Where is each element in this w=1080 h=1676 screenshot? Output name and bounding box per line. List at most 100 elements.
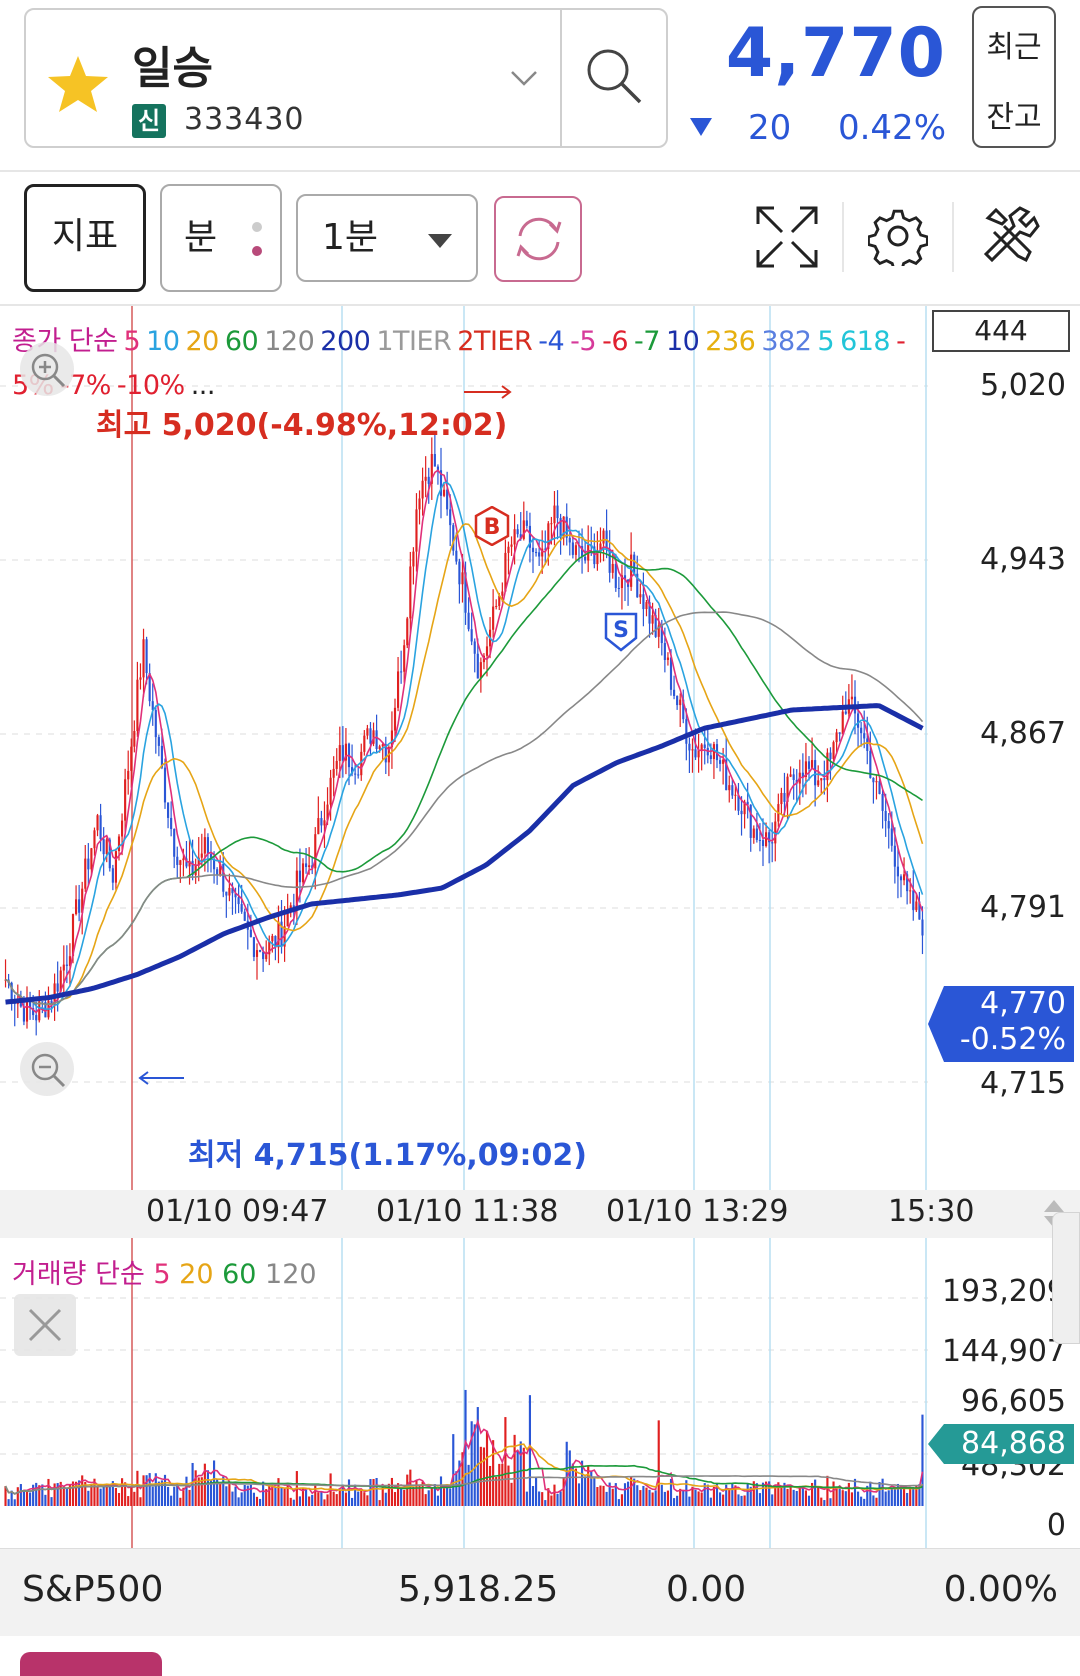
- gear-icon[interactable]: [868, 206, 928, 266]
- volume-bar: [498, 1463, 501, 1506]
- zoom-out-button[interactable]: [20, 1042, 74, 1096]
- candle-body: [826, 752, 829, 781]
- volume-bar: [262, 1481, 265, 1506]
- legend-item: ...: [190, 370, 216, 401]
- candle-body: [507, 546, 510, 553]
- volume-bar: [320, 1491, 323, 1506]
- volume-chart-canvas: [0, 1238, 928, 1548]
- candle-body: [120, 820, 124, 837]
- candle-body: [614, 563, 617, 588]
- volume-bar: [130, 1486, 133, 1506]
- volume-bar: [844, 1491, 847, 1506]
- candle-body: [682, 699, 685, 720]
- candle-body: [820, 778, 823, 781]
- indicator-legend[interactable]: 종가 단순 5 10 20 60 120 200 1TIER 2TIER -4 -5 -6 -7 10 23…: [12, 320, 932, 408]
- tools-icon[interactable]: [978, 204, 1042, 268]
- candle-body: [709, 755, 712, 760]
- y-tick-label: 4,943: [980, 542, 1066, 577]
- volume-bar: [734, 1485, 737, 1506]
- volume-bar: [718, 1492, 722, 1506]
- volume-bar: [728, 1488, 731, 1506]
- legend-item: 20: [185, 326, 220, 357]
- volume-bar: [449, 1488, 452, 1506]
- volume-bar: [415, 1480, 418, 1506]
- close-volume-button[interactable]: [14, 1294, 76, 1356]
- volume-bar: [617, 1499, 620, 1506]
- candle-count[interactable]: 444: [932, 310, 1070, 352]
- volume-legend[interactable]: 거래량 단순 5 20 60 120: [12, 1252, 317, 1291]
- candle-body: [258, 950, 262, 952]
- volume-bar: [375, 1477, 378, 1506]
- candle-body: [124, 779, 127, 821]
- candle-body: [654, 615, 657, 637]
- candle-body: [133, 731, 136, 747]
- favorite-star-icon[interactable]: [46, 52, 110, 116]
- search-button[interactable]: [562, 10, 666, 146]
- candle-body: [722, 759, 725, 764]
- refresh-button[interactable]: [494, 196, 582, 282]
- period-button[interactable]: 분: [160, 184, 282, 292]
- candle-body: [225, 891, 228, 896]
- volume-bar: [792, 1489, 795, 1506]
- chevron-down-icon[interactable]: [504, 62, 544, 92]
- legend-item: 1TIER: [376, 326, 452, 357]
- volume-bar: [774, 1485, 777, 1506]
- candle-body: [280, 921, 283, 947]
- candle-body: [369, 728, 372, 744]
- time-axis[interactable]: 01/10 09:47 01/10 11:38 01/10 13:29 15:3…: [0, 1190, 1080, 1238]
- current-price-pct: -0.52%: [959, 1022, 1066, 1057]
- index-ticker-bar[interactable]: S&P500 5,918.25 0.00 0.00%: [0, 1548, 1080, 1636]
- divider: [842, 202, 844, 272]
- volume-bar: [685, 1480, 688, 1506]
- volume-bar: [826, 1475, 829, 1506]
- volume-bar: [715, 1483, 719, 1506]
- candle-body: [357, 774, 360, 776]
- interval-select[interactable]: 1분: [296, 194, 478, 282]
- fullscreen-icon[interactable]: [756, 206, 818, 268]
- sell-signal-icon[interactable]: S: [604, 612, 638, 652]
- recent-balance-button[interactable]: 최근 잔고: [972, 6, 1056, 148]
- candle-body: [801, 772, 804, 777]
- bottom-tab-button[interactable]: [20, 1652, 162, 1676]
- volume-bar: [71, 1481, 75, 1506]
- volume-bar: [758, 1493, 762, 1506]
- volume-bar: [93, 1478, 96, 1506]
- volume-bar: [538, 1491, 541, 1506]
- volume-chart[interactable]: 거래량 단순 5 20 60 120 193,209 144,907 96,60…: [0, 1238, 1080, 1548]
- candle-body: [81, 888, 84, 913]
- scroll-handle[interactable]: [1052, 1212, 1080, 1344]
- volume-bar: [810, 1482, 814, 1506]
- volume-bar: [909, 1486, 912, 1506]
- price-chart[interactable]: 종가 단순 5 10 20 60 120 200 1TIER 2TIER -4 -5 -6 -7 10 23…: [0, 306, 1080, 1190]
- stock-selector[interactable]: 일승 신 333430: [24, 8, 668, 148]
- volume-bar: [114, 1487, 118, 1506]
- volume-bar: [74, 1481, 78, 1506]
- volume-bar: [639, 1490, 642, 1506]
- candle-body: [96, 815, 99, 831]
- volume-bar: [740, 1495, 743, 1506]
- volume-bar: [464, 1389, 467, 1506]
- volume-bar: [501, 1463, 504, 1506]
- candle-body: [814, 760, 817, 786]
- candle-body: [832, 742, 835, 760]
- candle-body: [516, 529, 519, 535]
- candle-body: [274, 935, 277, 948]
- candle-body: [881, 793, 884, 811]
- volume-bar: [289, 1497, 292, 1506]
- candle-body: [255, 950, 259, 957]
- volume-bar: [387, 1483, 390, 1506]
- price-chart-canvas: [0, 306, 928, 1190]
- volume-bar: [424, 1494, 427, 1506]
- volume-bar: [317, 1492, 320, 1506]
- candle-body: [396, 671, 400, 708]
- indicator-button[interactable]: 지표: [24, 184, 146, 292]
- candle-body: [807, 761, 811, 769]
- candle-body: [145, 639, 148, 674]
- zoom-in-button[interactable]: [20, 342, 74, 396]
- candle-body: [896, 866, 900, 877]
- candle-body: [378, 746, 381, 750]
- buy-signal-icon[interactable]: B: [474, 506, 510, 546]
- volume-bar: [823, 1500, 826, 1506]
- volume-bar: [841, 1490, 844, 1506]
- volume-bar: [249, 1484, 252, 1506]
